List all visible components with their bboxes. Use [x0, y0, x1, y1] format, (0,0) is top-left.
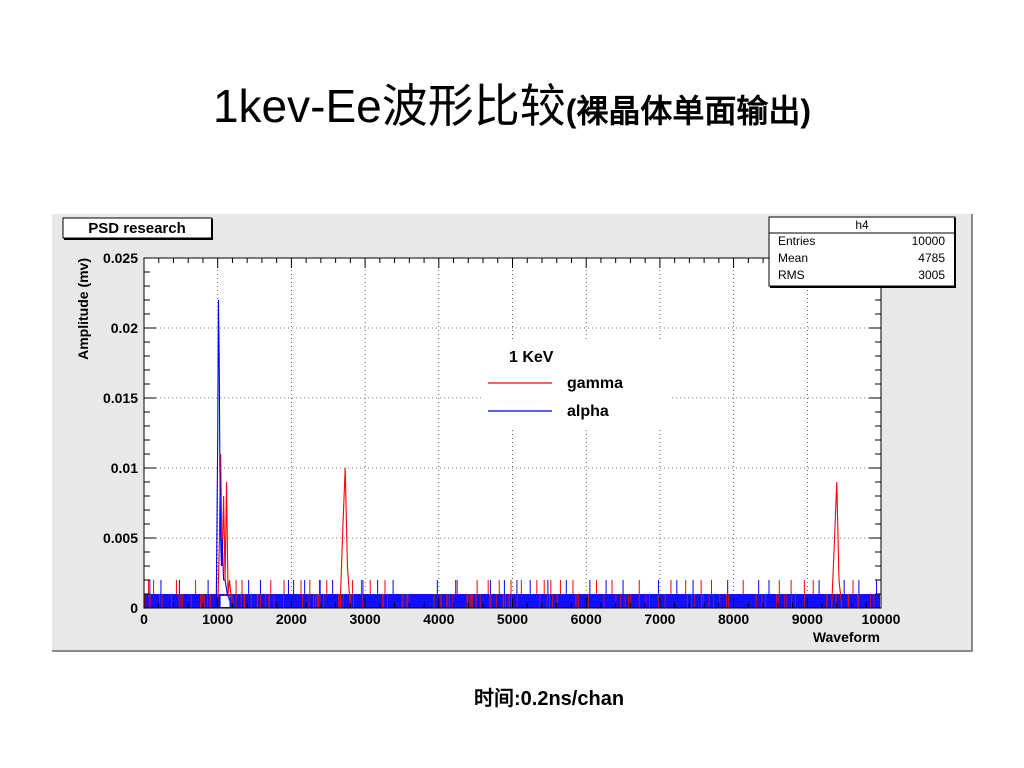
stats-value-mean: 4785	[918, 251, 945, 265]
y-tick-label: 0.025	[103, 250, 138, 266]
stats-value-entries: 10000	[912, 234, 946, 248]
x-tick-label: 8000	[718, 611, 749, 627]
legend-alpha-label: alpha	[567, 403, 609, 420]
stats-label-mean: Mean	[778, 251, 808, 265]
stats-label-rms: RMS	[778, 268, 805, 282]
y-tick-label: 0.01	[111, 460, 138, 476]
title-box: PSD research	[62, 217, 213, 240]
legend-gamma-label: gamma	[567, 375, 623, 392]
x-axis-label: Waveform	[813, 629, 880, 645]
time-unit-note: 时间:0.2ns/chan	[474, 688, 625, 710]
stats-box: h4 Entries 10000 Mean 4785 RMS 3005	[768, 216, 956, 288]
x-tick-label: 1000	[202, 611, 233, 627]
x-tick-label: 7000	[644, 611, 675, 627]
x-tick-label: 3000	[350, 611, 381, 627]
slide-title-main: 1kev-Ee波形比较	[212, 80, 566, 132]
y-tick-label: 0.005	[103, 530, 138, 546]
x-tick-label: 0	[140, 611, 148, 627]
x-tick-label: 4000	[423, 611, 454, 627]
slide-title: 1kev-Ee波形比较(裸晶体单面输出)	[0, 70, 1024, 136]
stats-label-entries: Entries	[778, 234, 815, 248]
x-tick-label: 5000	[497, 611, 528, 627]
chart-title: PSD research	[88, 220, 186, 237]
x-tick-label: 9000	[792, 611, 823, 627]
slide-title-suffix: (裸晶体单面输出)	[565, 93, 812, 129]
legend-title: 1 KeV	[509, 349, 554, 366]
y-axis-label: Amplitude (mv)	[75, 258, 91, 360]
axes: 0 1000 2000 3000 4000 5000 6000 7000 8000 9000 100…	[103, 250, 901, 627]
x-tick-label: 2000	[276, 611, 307, 627]
noise-gap	[220, 596, 230, 607]
spikes	[147, 580, 878, 594]
y-tick-label: 0.015	[103, 390, 138, 406]
y-tick-label: 0.02	[111, 320, 138, 336]
x-tick-label: 6000	[571, 611, 602, 627]
x-tick-label: 10000	[862, 611, 901, 627]
stats-name: h4	[855, 218, 869, 232]
y-tick-label: 0	[130, 600, 138, 616]
series-line-alpha	[144, 299, 881, 609]
stats-value-rms: 3005	[918, 268, 945, 282]
legend-background	[482, 342, 672, 427]
chart-canvas: 0 1000 2000 3000 4000 5000 6000 7000 8000 9000 100…	[52, 214, 973, 652]
plot-area	[143, 257, 882, 609]
legend: 1 KeV gamma alpha	[482, 342, 672, 427]
